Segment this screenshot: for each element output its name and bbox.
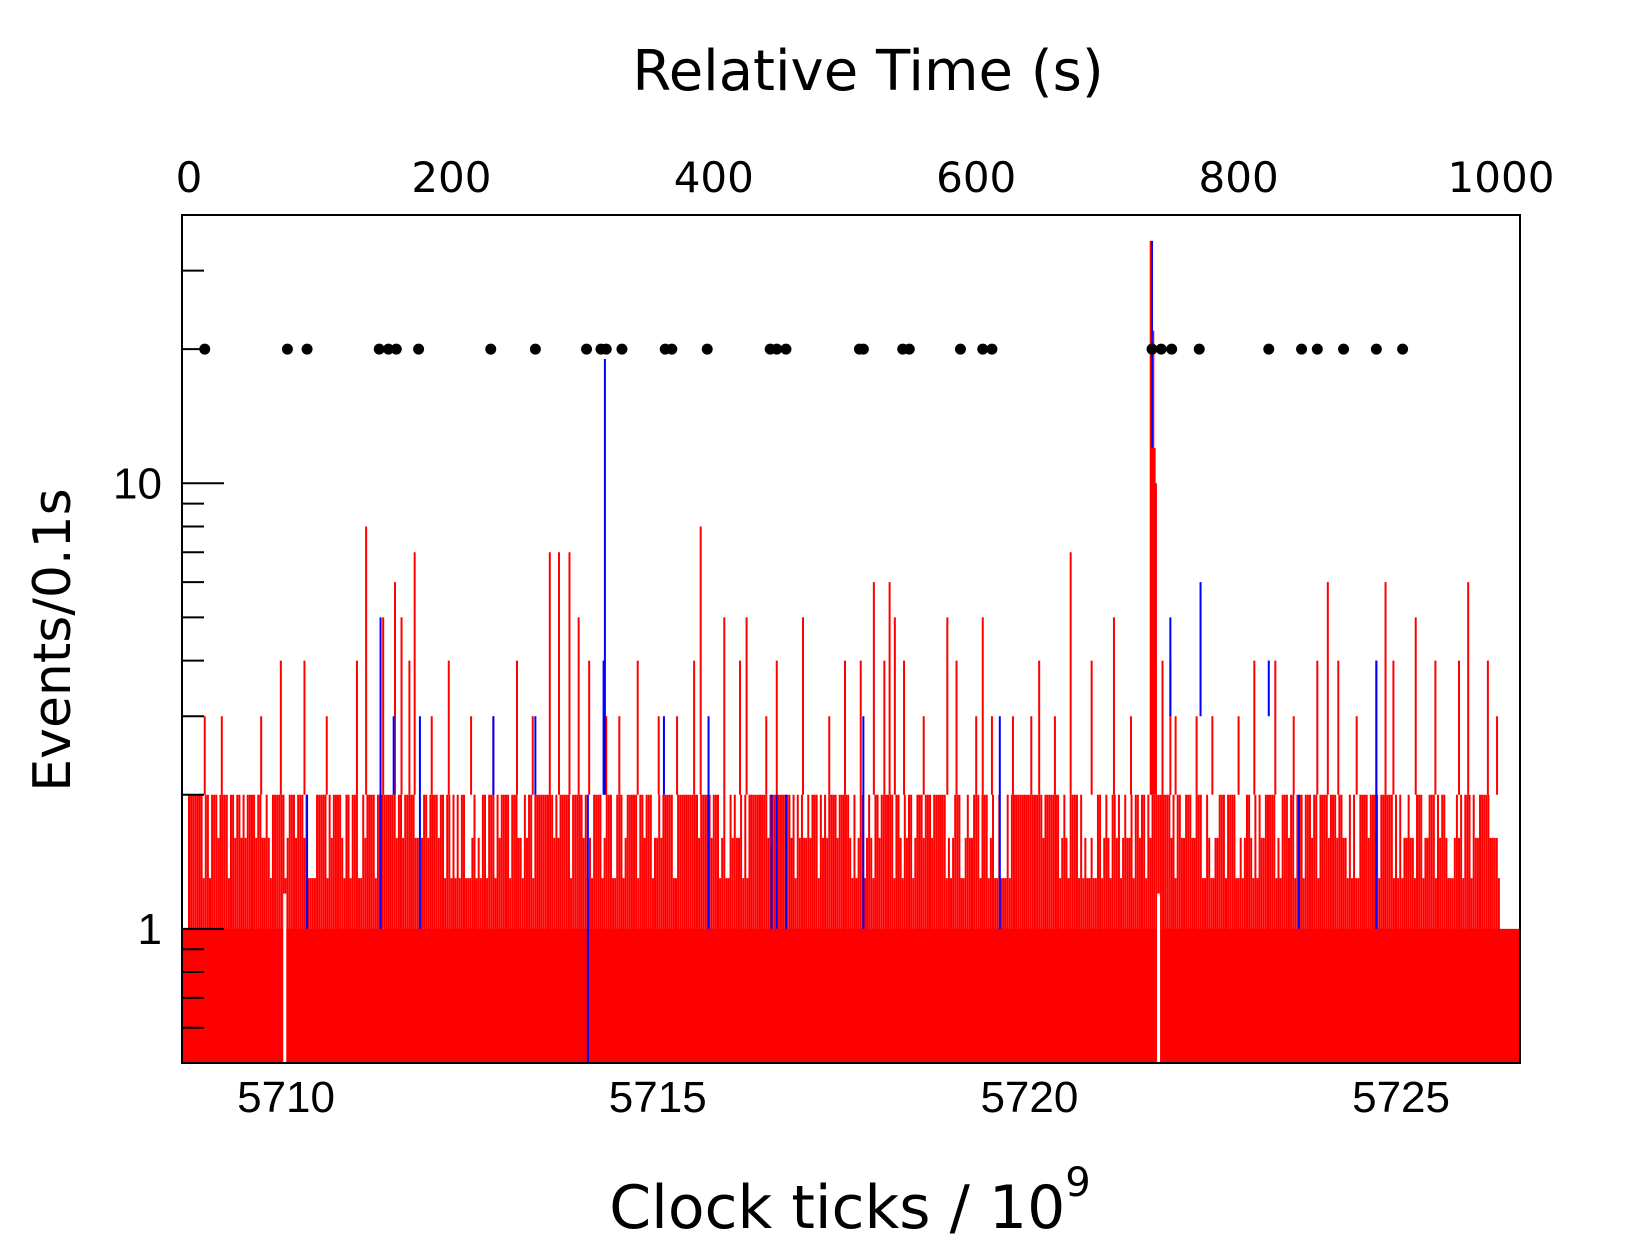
x-tick-label: 5720: [980, 1073, 1078, 1122]
marker-point: [1263, 343, 1275, 355]
marker-point: [485, 343, 497, 355]
top-axis-title: Relative Time (s): [632, 39, 1103, 104]
marker-point: [1155, 343, 1167, 355]
marker-point: [281, 343, 293, 355]
empty-bin-gap: [1157, 893, 1161, 1063]
marker-point: [1338, 343, 1350, 355]
marker-point: [977, 343, 989, 355]
marker-point: [600, 343, 612, 355]
marker-point: [1166, 343, 1178, 355]
marker-point: [199, 343, 211, 355]
marker-point: [581, 343, 593, 355]
x-tick-label: 5715: [609, 1073, 707, 1122]
top-tick-label: 200: [411, 153, 491, 202]
top-axis: 0 200 400 600 800 1000: [176, 153, 1555, 255]
x-axis-title-text: Clock ticks / 10: [609, 1173, 1065, 1243]
marker-point: [954, 343, 966, 355]
bottom-axis: 5710 5715 5720 5725: [237, 1073, 1450, 1122]
empty-bin-gap: [283, 893, 287, 1063]
marker-point: [616, 343, 628, 355]
x-axis-title-superscript: 9: [1065, 1160, 1090, 1206]
marker-points-series: [199, 343, 1409, 355]
marker-point: [1296, 343, 1308, 355]
marker-point: [780, 343, 792, 355]
marker-point: [1193, 343, 1205, 355]
marker-point: [903, 343, 915, 355]
top-tick-label: 800: [1199, 153, 1279, 202]
red-histogram-series: [182, 240, 1520, 1063]
x-axis-title: Clock ticks / 109: [609, 1160, 1090, 1243]
marker-point: [373, 343, 385, 355]
x-tick-label: 5710: [237, 1073, 335, 1122]
plot-area: [181, 214, 1521, 1064]
marker-point: [1370, 343, 1382, 355]
y-tick-label: 10: [113, 459, 162, 508]
marker-point: [382, 343, 394, 355]
top-tick-label: 1000: [1448, 153, 1555, 202]
plot-frame: [181, 214, 1521, 1064]
top-tick-label: 600: [936, 153, 1016, 202]
marker-point: [529, 343, 541, 355]
y-tick-label: 1: [138, 905, 162, 954]
blue-lines-series: [306, 240, 1378, 1063]
marker-point: [1397, 343, 1409, 355]
x-tick-label: 5725: [1352, 1073, 1450, 1122]
y-axis: 1 10: [113, 269, 224, 1029]
marker-point: [1146, 343, 1158, 355]
marker-point: [701, 343, 713, 355]
marker-point: [301, 343, 313, 355]
top-tick-label: 0: [176, 153, 203, 202]
marker-point: [390, 343, 402, 355]
marker-point: [771, 343, 783, 355]
marker-point: [413, 343, 425, 355]
marker-point: [857, 343, 869, 355]
marker-point: [666, 343, 678, 355]
top-tick-label: 400: [674, 153, 754, 202]
marker-point: [1311, 343, 1323, 355]
marker-point: [986, 343, 998, 355]
y-axis-title: Events/0.1s: [23, 488, 83, 791]
